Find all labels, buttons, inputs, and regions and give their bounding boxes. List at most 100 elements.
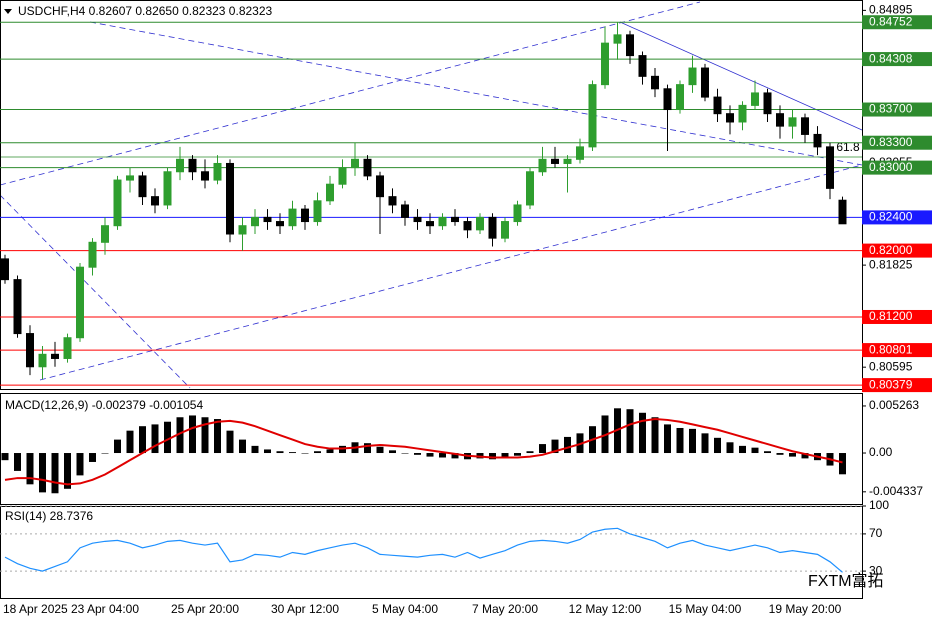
candle-body bbox=[838, 199, 847, 225]
candle-body bbox=[13, 279, 22, 335]
x-tick-label: 12 May 12:00 bbox=[569, 602, 642, 616]
macd-bar bbox=[801, 453, 809, 459]
macd-title: MACD(12,26,9) -0.002379 -0.001054 bbox=[5, 398, 203, 412]
macd-bar bbox=[776, 453, 784, 455]
candle-body bbox=[451, 216, 459, 223]
level-label-box bbox=[862, 160, 932, 175]
candle-body bbox=[201, 171, 209, 181]
candle-body bbox=[238, 225, 247, 235]
macd-bar bbox=[426, 453, 434, 457]
level-label: 0.82400 bbox=[869, 210, 913, 224]
level-label-box bbox=[862, 135, 932, 150]
level-label: 0.84308 bbox=[869, 51, 913, 65]
macd-bar bbox=[164, 421, 171, 454]
candle-body bbox=[813, 133, 822, 148]
signal-line bbox=[4, 418, 843, 486]
candle-body bbox=[663, 88, 672, 111]
macd-bar bbox=[301, 453, 309, 454]
macd-bar bbox=[189, 415, 196, 454]
candle-body bbox=[688, 67, 697, 86]
macd-bar bbox=[389, 450, 396, 454]
level-label-box bbox=[862, 243, 932, 258]
x-tick-label: 25 Apr 20:00 bbox=[171, 602, 239, 616]
candle-body bbox=[113, 179, 122, 227]
channel-line bbox=[39, 164, 863, 381]
candle-body bbox=[351, 158, 359, 169]
candle-body bbox=[576, 146, 584, 160]
level-label-box bbox=[862, 210, 932, 225]
level-label-box bbox=[862, 102, 932, 117]
macd-bar bbox=[276, 451, 284, 454]
y-tick-label: 0.80595 bbox=[869, 359, 913, 373]
macd-bar bbox=[839, 453, 846, 475]
candle-body bbox=[26, 333, 34, 368]
macd-bar bbox=[451, 453, 459, 459]
candle-body bbox=[751, 92, 759, 106]
candle-body bbox=[363, 158, 372, 177]
candle-body bbox=[251, 216, 259, 227]
rsi-line bbox=[4, 527, 843, 573]
watermark: FXTM富拓 bbox=[808, 572, 884, 590]
macd-panel bbox=[0, 393, 863, 505]
candle-body bbox=[151, 196, 159, 206]
y-tick-label: 0.81825 bbox=[869, 257, 913, 271]
candle-body bbox=[1, 258, 9, 281]
macd-bar bbox=[376, 446, 384, 454]
level-label: 0.83300 bbox=[869, 135, 913, 149]
macd-bar bbox=[239, 439, 246, 454]
macd-bar bbox=[514, 453, 521, 456]
candle-body bbox=[63, 337, 72, 359]
macd-bar bbox=[651, 417, 659, 454]
level-label: 0.81200 bbox=[869, 309, 913, 323]
candle-body bbox=[226, 162, 234, 235]
level-label-box bbox=[862, 52, 932, 67]
candle-body bbox=[826, 146, 834, 189]
candle-body bbox=[426, 221, 434, 227]
level-label: 0.83700 bbox=[869, 102, 913, 116]
candle-body bbox=[176, 158, 184, 173]
macd-bar bbox=[364, 443, 371, 454]
macd-bar bbox=[414, 453, 421, 455]
fib-line bbox=[89, 21, 863, 166]
macd-bar bbox=[714, 437, 721, 454]
y-tick-label: 70 bbox=[869, 526, 883, 540]
y-tick-label: -0.004337 bbox=[869, 484, 923, 498]
macd-bar bbox=[626, 409, 634, 454]
macd-bar bbox=[289, 452, 296, 454]
macd-bar bbox=[126, 430, 134, 454]
y-tick-label: 30 bbox=[869, 563, 883, 577]
macd-bar bbox=[14, 453, 21, 471]
candle-body bbox=[326, 183, 334, 202]
x-tick-label: 18 Apr 2025 bbox=[3, 602, 68, 616]
macd-bar bbox=[551, 439, 559, 454]
macd-bar bbox=[739, 445, 746, 454]
macd-bar bbox=[214, 419, 221, 454]
candle-body bbox=[338, 167, 347, 185]
y-tick-label: 0.00 bbox=[869, 445, 893, 459]
level-label-box bbox=[862, 309, 932, 324]
candle-body bbox=[301, 208, 309, 223]
candle-body bbox=[38, 353, 47, 368]
candle-body bbox=[538, 158, 547, 173]
macd-bar bbox=[664, 424, 671, 454]
candle-body bbox=[276, 221, 284, 227]
candle-body bbox=[701, 67, 709, 98]
macd-bar bbox=[564, 436, 571, 454]
candle-body bbox=[101, 225, 109, 243]
price-panel bbox=[0, 0, 863, 390]
candle-body bbox=[488, 216, 497, 239]
macd-bar bbox=[264, 449, 271, 454]
candle-body bbox=[313, 200, 322, 223]
candle-body bbox=[601, 42, 609, 86]
menu-arrow bbox=[4, 9, 12, 14]
macd-bar bbox=[314, 451, 321, 454]
x-tick-label: 23 Apr 04:00 bbox=[71, 602, 139, 616]
macd-bar bbox=[439, 453, 446, 458]
x-tick-label: 30 Apr 12:00 bbox=[271, 602, 339, 616]
macd-bar bbox=[676, 427, 684, 454]
macd-bar bbox=[176, 417, 184, 454]
macd-bar bbox=[51, 453, 59, 494]
macd-bar bbox=[789, 453, 796, 457]
candle-body bbox=[588, 84, 597, 148]
